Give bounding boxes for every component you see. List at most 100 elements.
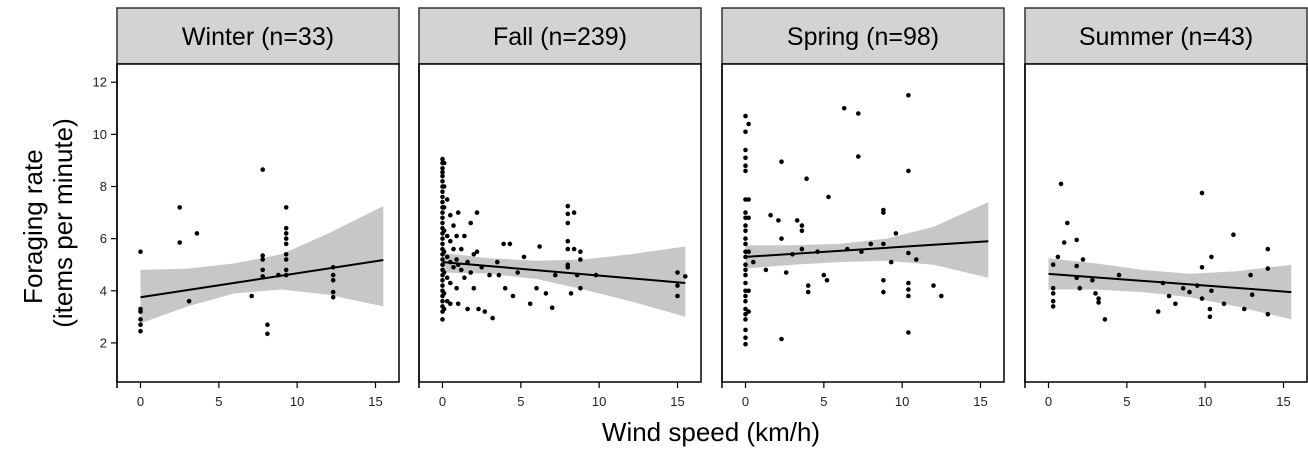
y-axis-title: Foraging rate (items per minute) bbox=[18, 118, 78, 328]
x-tick-label: 0 bbox=[439, 394, 446, 409]
data-point bbox=[330, 278, 336, 283]
data-points bbox=[743, 93, 944, 347]
data-point bbox=[881, 241, 886, 247]
data-point bbox=[906, 280, 911, 286]
data-point bbox=[841, 106, 847, 111]
data-point bbox=[177, 205, 182, 210]
y-tick-label: 8 bbox=[100, 179, 107, 194]
data-point bbox=[859, 249, 864, 254]
data-point bbox=[448, 301, 453, 307]
data-point bbox=[496, 272, 502, 278]
x-tick-label: 5 bbox=[820, 394, 827, 409]
data-point bbox=[881, 278, 886, 283]
data-point bbox=[462, 233, 467, 239]
data-point bbox=[441, 249, 447, 254]
data-point bbox=[549, 305, 555, 311]
data-point bbox=[1080, 257, 1086, 262]
data-point bbox=[1102, 317, 1108, 322]
data-point bbox=[260, 257, 266, 262]
data-point bbox=[474, 249, 480, 254]
data-point bbox=[177, 240, 182, 245]
data-point bbox=[743, 272, 748, 278]
data-point bbox=[1050, 298, 1056, 304]
data-point bbox=[1231, 232, 1236, 237]
data-point bbox=[1074, 263, 1079, 269]
data-point bbox=[1248, 272, 1253, 278]
data-point bbox=[440, 210, 445, 215]
data-point bbox=[138, 317, 143, 322]
y-axis-title-line-2: (items per minute) bbox=[48, 118, 78, 328]
confidence-band bbox=[140, 206, 384, 324]
data-point bbox=[746, 309, 751, 314]
y-tick-label: 6 bbox=[100, 231, 107, 246]
data-point bbox=[888, 259, 894, 265]
data-point bbox=[448, 238, 453, 244]
data-point bbox=[743, 262, 748, 268]
data-point bbox=[565, 246, 571, 252]
data-point bbox=[1155, 309, 1161, 314]
data-point bbox=[521, 254, 527, 260]
data-point bbox=[906, 287, 911, 292]
x-tick-label: 0 bbox=[1045, 394, 1052, 409]
data-point bbox=[565, 211, 571, 217]
data-point bbox=[440, 262, 445, 268]
data-point bbox=[799, 246, 805, 252]
data-point bbox=[440, 169, 445, 175]
data-point bbox=[138, 309, 143, 314]
data-point bbox=[743, 223, 748, 228]
data-point bbox=[283, 252, 289, 257]
data-point bbox=[805, 289, 811, 295]
data-point bbox=[194, 231, 200, 236]
data-point bbox=[441, 228, 447, 234]
data-point bbox=[1096, 300, 1101, 305]
data-point bbox=[1221, 301, 1227, 307]
data-points bbox=[138, 167, 336, 337]
data-point bbox=[1077, 285, 1083, 291]
data-point bbox=[440, 156, 445, 162]
data-point bbox=[675, 283, 680, 288]
data-point bbox=[565, 238, 571, 244]
data-point bbox=[743, 155, 748, 161]
data-point bbox=[906, 330, 911, 335]
data-point bbox=[283, 241, 289, 247]
data-point bbox=[283, 257, 289, 262]
data-point bbox=[495, 259, 500, 265]
data-point bbox=[746, 288, 751, 294]
data-point bbox=[1050, 291, 1056, 296]
data-point bbox=[746, 249, 751, 254]
data-point bbox=[474, 210, 480, 215]
data-point bbox=[451, 246, 456, 252]
y-tick-label: 2 bbox=[100, 335, 107, 350]
data-point bbox=[743, 311, 748, 317]
data-point bbox=[283, 267, 289, 273]
data-point bbox=[444, 275, 450, 281]
data-point bbox=[440, 189, 445, 194]
data-point bbox=[440, 199, 445, 205]
data-point bbox=[444, 254, 450, 260]
data-point bbox=[906, 293, 911, 299]
data-point bbox=[1166, 293, 1172, 299]
regression-line bbox=[1048, 272, 1292, 294]
data-point bbox=[893, 231, 899, 236]
data-point bbox=[856, 154, 861, 159]
data-point bbox=[455, 210, 461, 215]
data-point bbox=[440, 257, 445, 262]
data-point bbox=[776, 218, 781, 223]
data-point bbox=[779, 336, 784, 342]
data-point bbox=[675, 270, 680, 275]
data-point bbox=[939, 293, 944, 299]
data-point bbox=[783, 270, 789, 275]
strip-label: Winter (n=33) bbox=[182, 23, 334, 51]
data-point bbox=[906, 250, 911, 256]
data-point bbox=[260, 267, 266, 273]
data-point bbox=[1209, 254, 1214, 260]
strip-label: Fall (n=239) bbox=[493, 23, 627, 51]
data-point bbox=[578, 285, 583, 291]
data-point bbox=[440, 298, 445, 304]
strip-header bbox=[116, 7, 400, 65]
data-point bbox=[440, 179, 445, 184]
x-tick-label: 15 bbox=[1276, 394, 1290, 409]
data-point bbox=[510, 293, 516, 299]
panel-1: Winter (n=33) 0 5 10 15 bbox=[116, 7, 400, 409]
data-point bbox=[743, 306, 748, 312]
